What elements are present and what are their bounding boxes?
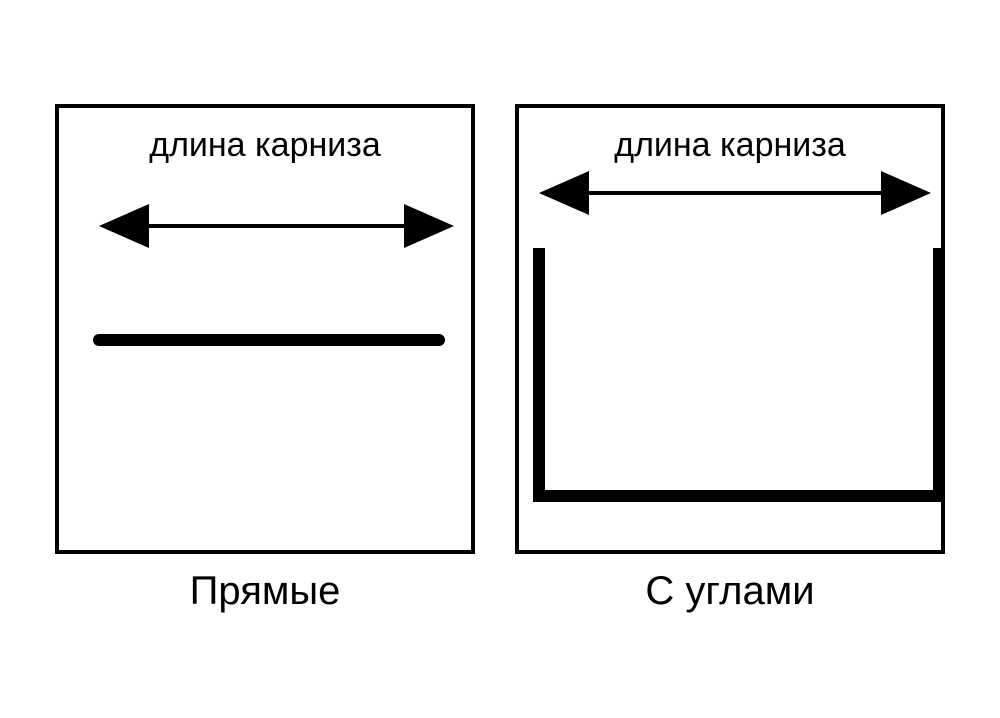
caption-cornered: С углами (645, 569, 814, 614)
panel-straight: длина карниза Прямые (55, 104, 475, 614)
caption-straight: Прямые (190, 569, 341, 614)
panel-cornered: длина карниза С углами (515, 104, 945, 614)
diagram-container: длина карниза Прямые длина карниза С угл… (0, 0, 1000, 718)
box-straight: длина карниза (55, 104, 475, 554)
shape-u-cornice (519, 108, 949, 558)
shape-straight-line (59, 108, 479, 558)
box-cornered: длина карниза (515, 104, 945, 554)
